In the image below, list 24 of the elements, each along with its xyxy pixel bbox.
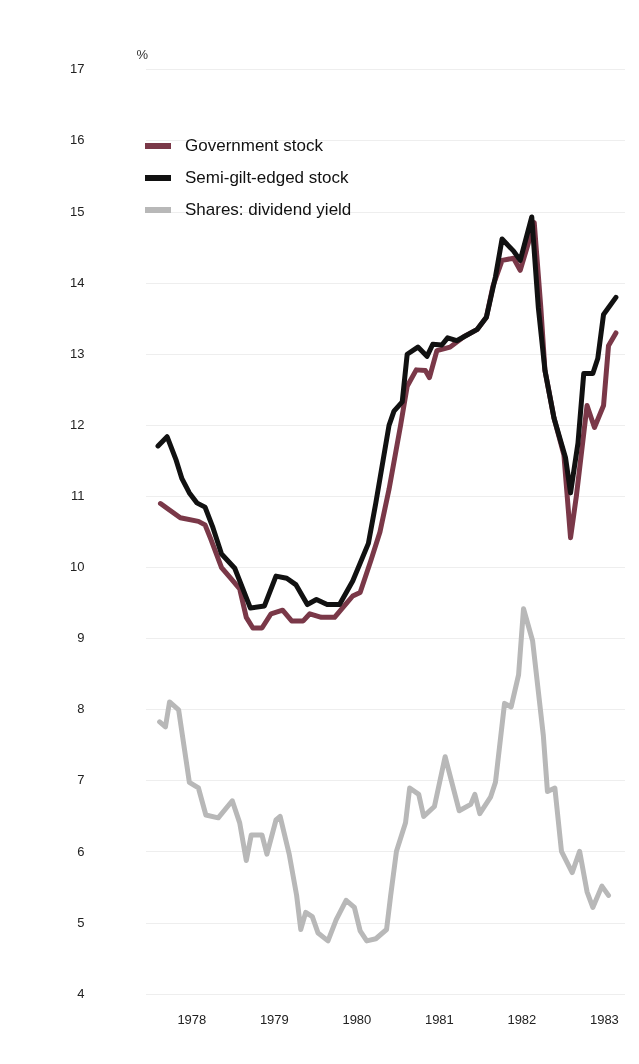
x-tick-label: 1979	[259, 1011, 289, 1027]
x-tick-label: 1980	[342, 1011, 372, 1027]
y-tick-label: 13	[69, 345, 85, 361]
x-tick-label: 1981	[424, 1011, 454, 1027]
legend-label: Government stock	[185, 136, 323, 156]
y-tick-label: 7	[77, 772, 85, 788]
y-axis-title: %	[136, 46, 149, 62]
y-tick-label: 12	[69, 416, 85, 432]
y-tick-label: 10	[69, 559, 85, 575]
y-tick-label: 15	[69, 203, 85, 219]
x-tick-label: 1983	[589, 1011, 619, 1027]
y-tick-label: 5	[77, 914, 85, 930]
y-tick-label: 8	[77, 701, 85, 717]
x-tick-label: 1982	[507, 1011, 537, 1027]
y-tick-label: 16	[69, 132, 85, 148]
y-tick-label: 9	[77, 630, 85, 646]
y-tick-label: 6	[77, 843, 85, 859]
x-tick-label: 1978	[177, 1011, 207, 1027]
legend-label: Shares: dividend yield	[185, 200, 352, 220]
y-tick-label: 17	[69, 61, 85, 77]
legend-label: Semi-gilt-edged stock	[185, 168, 349, 188]
y-tick-label: 11	[70, 488, 85, 504]
y-tick-label: 4	[77, 985, 85, 1001]
y-tick-label: 14	[69, 274, 85, 290]
